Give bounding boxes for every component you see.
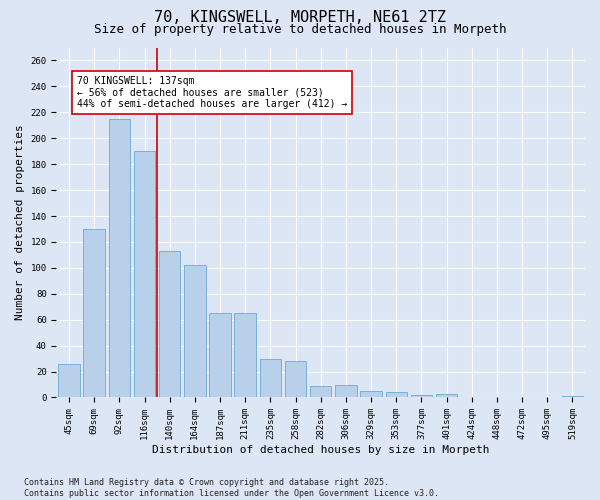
Bar: [134, 151, 155, 398]
Bar: [410, 395, 432, 398]
Text: 70 KINGSWELL: 137sqm
← 56% of detached houses are smaller (523)
44% of semi-deta: 70 KINGSWELL: 137sqm ← 56% of detached h…: [77, 76, 347, 109]
X-axis label: Distribution of detached houses by size in Morpeth: Distribution of detached houses by size …: [152, 445, 490, 455]
Bar: [58, 364, 80, 398]
Text: 70, KINGSWELL, MORPETH, NE61 2TZ: 70, KINGSWELL, MORPETH, NE61 2TZ: [154, 10, 446, 25]
Bar: [335, 384, 356, 398]
Bar: [209, 313, 231, 398]
Text: Size of property relative to detached houses in Morpeth: Size of property relative to detached ho…: [94, 22, 506, 36]
Bar: [361, 391, 382, 398]
Bar: [310, 386, 331, 398]
Bar: [260, 358, 281, 398]
Bar: [83, 229, 105, 398]
Text: Contains HM Land Registry data © Crown copyright and database right 2025.
Contai: Contains HM Land Registry data © Crown c…: [24, 478, 439, 498]
Bar: [184, 266, 206, 398]
Bar: [235, 313, 256, 398]
Bar: [386, 392, 407, 398]
Bar: [159, 251, 181, 398]
Y-axis label: Number of detached properties: Number of detached properties: [15, 124, 25, 320]
Bar: [285, 361, 306, 398]
Bar: [436, 394, 457, 398]
Bar: [562, 396, 583, 398]
Bar: [109, 119, 130, 398]
